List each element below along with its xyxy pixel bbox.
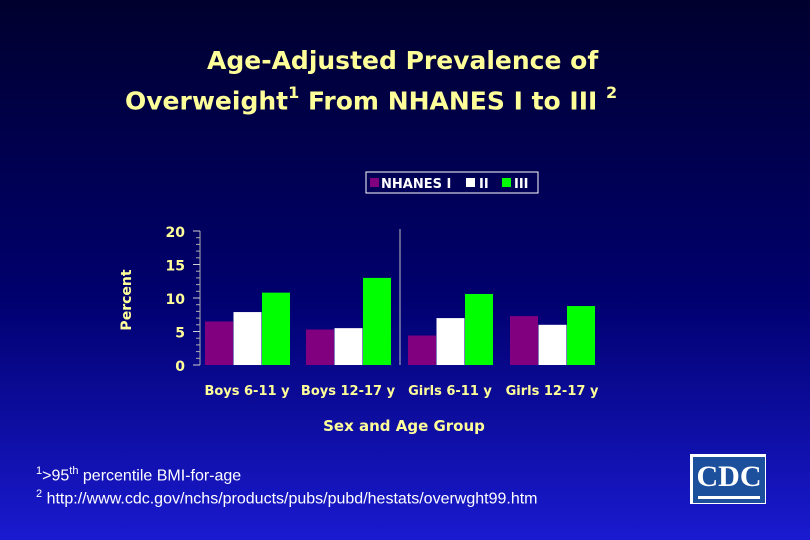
legend-swatch-0 — [370, 178, 379, 187]
footnote-1: 1>95th percentile BMI-for-age — [36, 462, 538, 485]
legend-swatch-2 — [502, 178, 511, 187]
y-tick-label: 15 — [166, 259, 185, 275]
footnote-2: 2 http://www.cdc.gov/nchs/products/pubs/… — [36, 485, 538, 508]
footnote-1-text: percentile BMI-for-age — [78, 467, 242, 485]
legend-label-0: NHANES I — [381, 177, 451, 192]
bar-3-2 — [567, 306, 595, 365]
cdc-logo-text: CDC — [696, 460, 762, 493]
bar-2-1 — [436, 318, 465, 365]
title-footnote-mark-2: 2 — [606, 83, 618, 102]
title-overweight: Overweight — [125, 86, 289, 116]
y-tick-label: 10 — [166, 292, 186, 308]
cdc-logo-bar — [698, 496, 760, 499]
x-tick-label: Girls 12-17 y — [506, 384, 599, 399]
title-footnote-mark-1: 1 — [288, 83, 300, 102]
bar-0-2 — [262, 292, 290, 365]
bar-3-1 — [538, 324, 567, 365]
footnotes: 1>95th percentile BMI-for-age 2 http://w… — [36, 462, 538, 509]
legend-swatch-1 — [466, 178, 475, 187]
footnote-1-mark: 1 — [36, 465, 43, 477]
x-tick-label: Boys 12-17 y — [301, 384, 396, 399]
legend-box — [365, 171, 539, 194]
footnote-1-sup: th — [69, 465, 79, 477]
y-axis-label: Percent — [119, 269, 135, 330]
cdc-logo-badge: CDC — [693, 457, 765, 503]
bar-2-0 — [408, 335, 436, 365]
footnote-1-prefix: >95 — [42, 467, 70, 485]
y-tick-label: 5 — [175, 326, 185, 342]
bar-0-0 — [205, 321, 233, 365]
bar-1-2 — [363, 277, 391, 365]
bar-2-2 — [465, 293, 493, 365]
bar-3-0 — [510, 316, 538, 365]
bar-1-1 — [334, 328, 363, 365]
y-tick-label: 0 — [175, 359, 185, 375]
y-tick-label: 20 — [166, 225, 186, 241]
legend-label-2: III — [514, 177, 529, 192]
x-tick-label: Girls 6-11 y — [408, 384, 492, 399]
bar-0-1 — [233, 312, 262, 365]
footnote-2-text: http://www.cdc.gov/nchs/products/pubs/pu… — [42, 490, 538, 508]
title-line-2: Overweight1 From NHANES I to III 2 — [125, 78, 617, 118]
footnote-2-mark: 2 — [36, 488, 43, 501]
legend-label-1: II — [479, 177, 489, 192]
bar-1-0 — [306, 329, 334, 365]
x-axis-label: Sex and Age Group — [323, 417, 485, 435]
cdc-logo: CDC — [690, 454, 766, 504]
title-line-1: Age-Adjusted Prevalence of — [207, 46, 599, 75]
x-tick-label: Boys 6-11 y — [204, 384, 290, 399]
title-nhanes-range: From NHANES I to III — [299, 86, 607, 116]
